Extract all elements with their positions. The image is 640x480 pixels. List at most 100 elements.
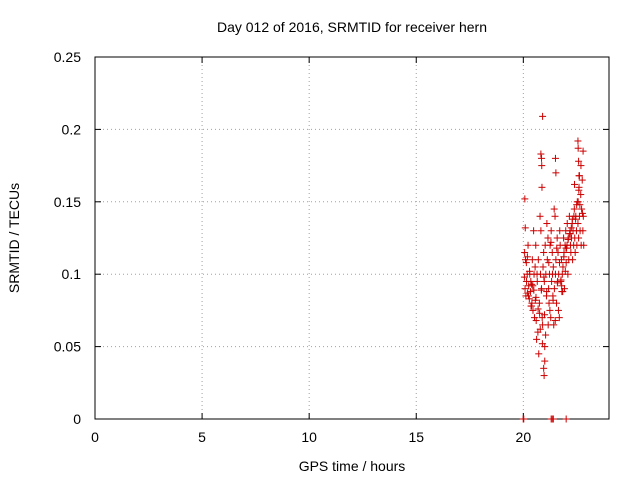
data-point [549, 263, 557, 271]
data-point [541, 311, 549, 319]
data-point [526, 267, 534, 275]
x-tick-label: 0 [91, 429, 99, 445]
plot-frame [94, 56, 610, 420]
data-point [549, 415, 557, 423]
y-tick-label: 0.05 [54, 339, 81, 355]
data-point [553, 244, 561, 252]
data-point [540, 248, 548, 256]
data-point [559, 288, 567, 296]
data-point [555, 314, 563, 322]
data-point [578, 209, 586, 217]
data-point [545, 259, 553, 267]
y-tick-label: 0.2 [62, 121, 82, 137]
data-point [535, 299, 543, 307]
data-point [579, 212, 587, 220]
data-point [554, 248, 562, 256]
data-point [575, 234, 583, 242]
data-point [521, 248, 529, 256]
data-point [544, 234, 552, 242]
x-tick-label: 15 [408, 429, 424, 445]
data-point [575, 157, 583, 165]
y-tick-label: 0 [73, 411, 81, 427]
data-point [529, 282, 537, 290]
data-point [521, 224, 529, 232]
data-point [521, 195, 529, 203]
data-point [534, 305, 542, 313]
data-point [543, 288, 551, 296]
data-point [535, 350, 543, 358]
data-point [532, 293, 540, 301]
data-point [567, 224, 575, 232]
data-point [551, 154, 559, 162]
data-point [577, 191, 585, 199]
data-point [536, 212, 544, 220]
data-point [550, 205, 558, 213]
data-point [562, 244, 570, 252]
data-point [579, 147, 587, 155]
data-point [549, 296, 557, 304]
data-point [530, 286, 538, 294]
x-tick-label: 10 [301, 429, 317, 445]
data-point [527, 277, 535, 285]
data-point [528, 280, 536, 288]
data-point [580, 241, 588, 249]
data-point [568, 215, 576, 223]
data-point [530, 227, 538, 235]
data-point [547, 238, 555, 246]
data-point [537, 286, 545, 294]
y-axis-label: SRMTID / TECUs [6, 183, 22, 293]
data-point [552, 169, 560, 177]
data-point [578, 176, 586, 184]
data-point [530, 314, 538, 322]
data-point [574, 137, 582, 145]
data-point [528, 256, 536, 264]
data-point [554, 306, 562, 314]
data-point [570, 205, 578, 213]
data-point [533, 335, 541, 343]
data-point [575, 172, 583, 180]
data-point [544, 321, 552, 329]
data-point [574, 220, 582, 228]
data-point [536, 325, 544, 333]
data-point [533, 277, 541, 285]
x-tick-label: 20 [516, 429, 532, 445]
data-point [553, 279, 561, 287]
x-tick-label: 5 [198, 429, 206, 445]
data-point [578, 205, 586, 213]
data-point [543, 256, 551, 264]
data-point [541, 343, 549, 351]
data-point [574, 198, 582, 206]
data-point [522, 259, 530, 267]
data-point [566, 230, 574, 238]
data-point [543, 220, 551, 228]
data-point [553, 234, 561, 242]
data-point [521, 285, 529, 293]
data-point [539, 112, 547, 120]
data-point [523, 253, 531, 261]
data-points [519, 112, 588, 423]
data-point [571, 180, 579, 188]
axis-ticks [94, 56, 609, 420]
data-point [528, 299, 536, 307]
data-point [571, 248, 579, 256]
data-point [542, 331, 550, 339]
data-point [531, 263, 539, 271]
data-point [560, 253, 568, 261]
data-point [551, 212, 559, 220]
data-point [537, 150, 545, 158]
data-point [525, 295, 533, 303]
data-point [524, 241, 532, 249]
data-point [579, 227, 587, 235]
data-point [548, 270, 556, 278]
data-point [532, 317, 540, 325]
data-point [540, 364, 548, 372]
data-point [550, 285, 558, 293]
data-point [561, 267, 569, 275]
data-point [556, 259, 564, 267]
data-point [548, 277, 556, 285]
data-point [545, 299, 553, 307]
data-point [574, 144, 582, 152]
data-point [553, 299, 561, 307]
data-point [541, 357, 549, 365]
